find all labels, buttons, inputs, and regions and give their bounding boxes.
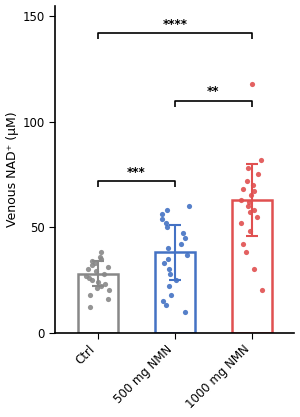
Point: [252, 266, 257, 273]
Y-axis label: Venous NAD⁺ (µM): Venous NAD⁺ (µM): [6, 111, 19, 227]
Point: [99, 256, 104, 262]
Point: [160, 215, 165, 222]
Point: [166, 283, 171, 289]
Point: [164, 302, 168, 309]
Point: [163, 220, 168, 226]
Point: [178, 241, 183, 247]
Point: [167, 266, 172, 273]
Point: [90, 276, 94, 283]
Point: [241, 241, 246, 247]
Point: [102, 270, 107, 277]
Point: [250, 181, 255, 188]
Point: [252, 188, 257, 195]
Point: [96, 279, 101, 285]
Point: [186, 203, 191, 209]
Point: [169, 291, 173, 298]
Point: [245, 177, 250, 184]
Point: [93, 260, 98, 266]
Point: [90, 258, 94, 264]
Point: [95, 285, 100, 291]
Point: [160, 211, 164, 218]
Bar: [232, 200, 272, 333]
Point: [184, 251, 189, 258]
Point: [260, 287, 265, 294]
Point: [103, 281, 108, 287]
Point: [106, 296, 110, 302]
Text: ****: ****: [162, 18, 188, 31]
Point: [173, 276, 178, 283]
Point: [166, 256, 170, 262]
Point: [87, 274, 92, 281]
Text: **: **: [207, 85, 220, 98]
Point: [88, 304, 92, 311]
Point: [164, 207, 169, 214]
Point: [94, 268, 99, 275]
Point: [106, 264, 111, 271]
Point: [251, 207, 256, 214]
Point: [240, 186, 245, 193]
Point: [247, 228, 252, 235]
Point: [98, 249, 103, 256]
Point: [107, 287, 112, 294]
Point: [183, 234, 188, 241]
Point: [239, 220, 244, 226]
Point: [247, 198, 252, 205]
Point: [255, 213, 260, 220]
Point: [87, 291, 92, 298]
Bar: [78, 274, 118, 333]
Point: [255, 171, 260, 178]
Point: [182, 308, 187, 315]
Bar: [155, 252, 195, 333]
Point: [246, 165, 251, 171]
Point: [239, 196, 244, 203]
Point: [98, 253, 102, 260]
Point: [249, 80, 254, 87]
Point: [86, 266, 91, 273]
Point: [259, 156, 264, 163]
Point: [244, 249, 248, 256]
Point: [248, 209, 253, 216]
Point: [167, 270, 172, 277]
Point: [160, 298, 165, 304]
Point: [89, 262, 94, 269]
Point: [84, 272, 88, 279]
Point: [98, 283, 103, 289]
Text: ***: ***: [127, 166, 146, 178]
Point: [166, 245, 171, 251]
Point: [162, 260, 167, 266]
Point: [164, 224, 169, 231]
Point: [246, 203, 251, 209]
Point: [248, 192, 253, 199]
Point: [181, 230, 186, 237]
